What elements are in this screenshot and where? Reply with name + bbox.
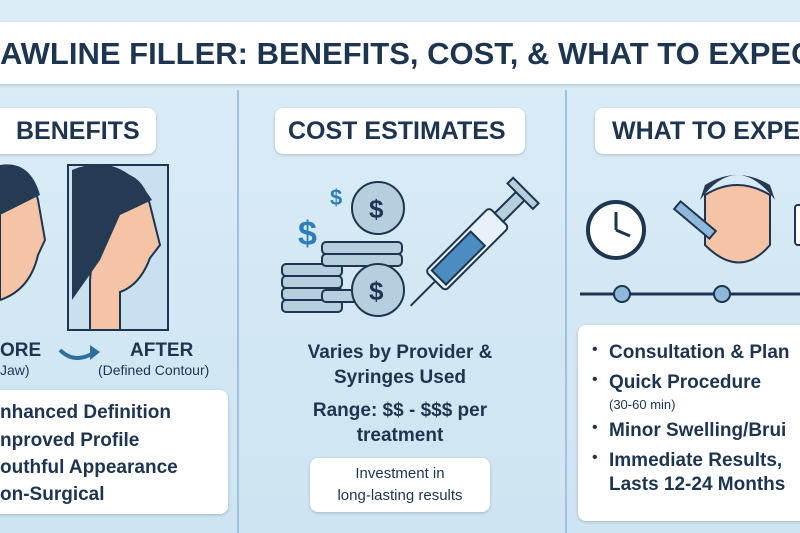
text-line: Investment in xyxy=(355,465,445,482)
list-item: Consultation & Plan xyxy=(609,342,790,363)
bullet: • xyxy=(592,341,598,358)
bullet: • xyxy=(592,371,598,388)
label: (Defined Contour) xyxy=(98,362,210,378)
label: AFTER xyxy=(130,340,194,361)
heading: COST ESTIMATES xyxy=(288,117,506,145)
list-item: nhanced Definition xyxy=(0,402,171,423)
list-item: nproved Profile xyxy=(0,430,140,451)
label: Jaw) xyxy=(0,362,30,378)
title: AWLINE FILLER: BENEFITS, COST, & WHAT TO… xyxy=(0,36,800,71)
list-box xyxy=(0,390,228,514)
heading-box xyxy=(595,108,800,154)
bullet: • xyxy=(592,449,598,466)
heading-box xyxy=(275,108,525,154)
svg-text:$: $ xyxy=(298,215,317,253)
list-item: Lasts 12-24 Months xyxy=(609,474,786,495)
title-banner xyxy=(0,22,800,84)
text-line: Range: $$ - $$$ per xyxy=(312,400,488,421)
text-block: Varies by Provider & Syringes Used Range:… xyxy=(250,340,550,448)
list-item: outhful Appearance xyxy=(0,457,178,478)
label: ORE xyxy=(0,340,42,361)
svg-text:$: $ xyxy=(369,276,384,306)
note-box: Investment in long-lasting results xyxy=(310,458,490,512)
list-item: Minor Swelling/Brui xyxy=(609,420,787,441)
text-line: long-lasting results xyxy=(337,487,463,504)
heading-box xyxy=(0,108,156,154)
list-item: on-Surgical xyxy=(0,484,105,505)
list-item: Immediate Results, xyxy=(609,450,783,471)
text-line: Syringes Used xyxy=(334,367,466,388)
list-item: Quick Procedure xyxy=(609,372,762,393)
text-line: treatment xyxy=(356,425,444,446)
list-box xyxy=(578,325,800,521)
text-line: Varies by Provider & xyxy=(307,342,493,363)
heading: BENEFITS xyxy=(16,117,140,145)
list-note: (30-60 min) xyxy=(609,397,676,412)
heading: WHAT TO EXPE xyxy=(612,117,800,145)
svg-text:$: $ xyxy=(369,194,384,224)
svg-text:$: $ xyxy=(330,185,342,210)
bullet: • xyxy=(592,419,598,436)
